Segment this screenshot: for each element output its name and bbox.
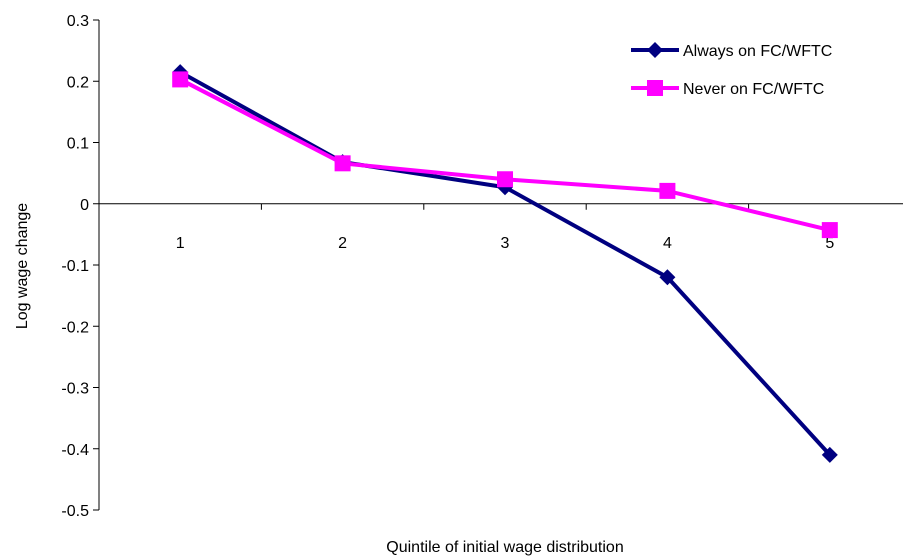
x-tick-label: 3 bbox=[501, 235, 510, 252]
y-axis-title: Log wage change bbox=[14, 203, 31, 329]
y-ticks: 0.3 0.2 0.1 0 -0.1 -0.2 -0.3 -0.4 -0.5 bbox=[61, 13, 99, 520]
diamond-marker bbox=[659, 269, 676, 286]
y-tick-label: -0.3 bbox=[61, 381, 89, 398]
square-marker bbox=[497, 171, 513, 188]
x-axis-title: Quintile of initial wage distribution bbox=[386, 539, 623, 556]
y-tick-label: 0 bbox=[80, 197, 89, 214]
square-marker bbox=[334, 155, 351, 172]
legend-item: Never on FC/WFTC bbox=[631, 80, 824, 98]
y-tick-label: -0.5 bbox=[61, 503, 89, 520]
square-marker bbox=[659, 182, 676, 199]
series-line bbox=[179, 77, 831, 233]
y-tick-label: 0.2 bbox=[67, 74, 89, 91]
y-tick-label: -0.2 bbox=[61, 319, 89, 336]
legend-marker bbox=[647, 42, 663, 58]
y-tick-label: -0.4 bbox=[61, 442, 89, 459]
y-tick-label: 0.3 bbox=[67, 13, 89, 30]
x-tick-label: 5 bbox=[825, 235, 834, 252]
square-marker bbox=[172, 71, 189, 88]
legend-item: Always on FC/WFTC bbox=[631, 42, 832, 60]
x-tick-label: 2 bbox=[338, 235, 347, 252]
x-tick-label: 4 bbox=[663, 235, 672, 252]
series-layer bbox=[172, 64, 838, 463]
legend-label: Never on FC/WFTC bbox=[683, 81, 824, 98]
y-tick-label: 0.1 bbox=[67, 136, 89, 153]
y-tick-label: -0.1 bbox=[61, 258, 89, 275]
square-marker bbox=[821, 222, 838, 239]
x-ticks: 1 2 3 4 5 bbox=[98, 203, 834, 252]
legend-label: Always on FC/WFTC bbox=[683, 43, 832, 60]
series-1 bbox=[172, 64, 838, 463]
x-tick-label: 1 bbox=[176, 235, 185, 252]
legend-marker bbox=[647, 80, 663, 96]
series-2 bbox=[172, 71, 838, 239]
diamond-marker bbox=[821, 446, 838, 463]
legend: Always on FC/WFTC Never on FC/WFTC bbox=[631, 42, 832, 98]
